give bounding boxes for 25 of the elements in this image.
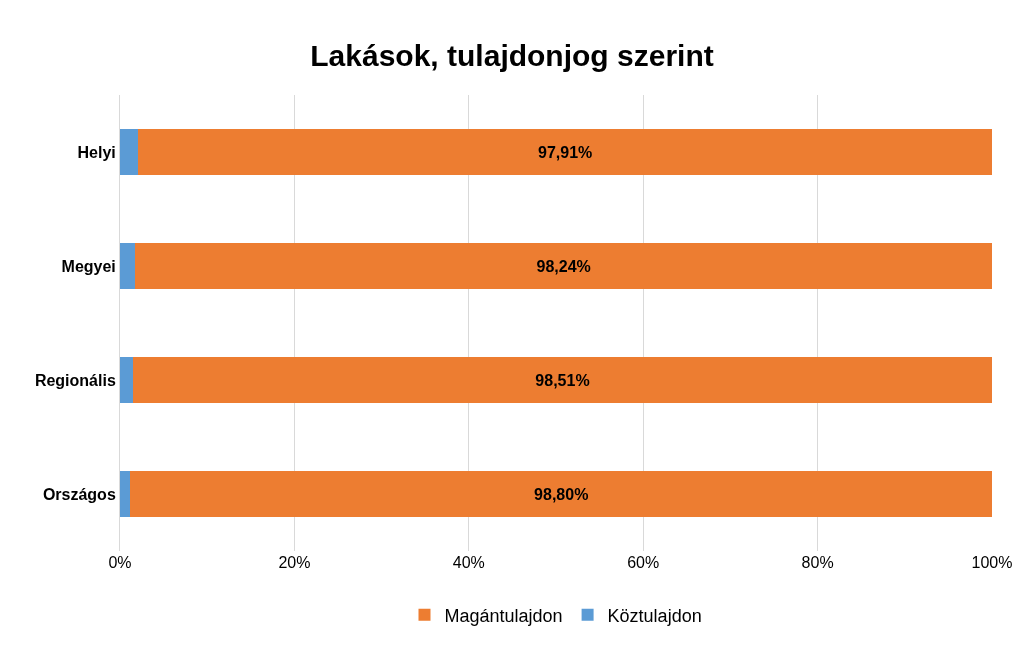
chart-title: Lakások, tulajdonjog szerint: [310, 39, 714, 73]
data-label: 98,80%: [534, 485, 589, 503]
bar: [120, 243, 136, 289]
data-label: 97,91%: [537, 143, 593, 161]
bar: [120, 129, 139, 175]
x-tick-label: 60%: [627, 554, 660, 571]
bar: [132, 357, 992, 403]
x-tick-label: 80%: [801, 554, 834, 571]
x-tick-label: 40%: [452, 554, 485, 571]
y-tick-label: Regionális: [34, 371, 116, 389]
legend-label: Köztulajdon: [607, 605, 702, 626]
y-tick-label: Országos: [42, 485, 116, 503]
y-tick-label: Helyi: [77, 143, 116, 161]
x-tick-label: 0%: [108, 554, 132, 571]
bar: [130, 471, 992, 517]
x-tick-label: 100%: [971, 554, 1013, 571]
bar: [120, 471, 131, 517]
legend-label: Magántulajdon: [444, 605, 563, 626]
data-label: 98,24%: [536, 257, 591, 275]
y-tick-label: Megyei: [61, 257, 116, 275]
data-label: 98,51%: [535, 371, 590, 389]
bar: [120, 357, 133, 403]
x-tick-label: 20%: [278, 554, 311, 571]
bar: [135, 243, 992, 289]
bar: [138, 129, 992, 175]
